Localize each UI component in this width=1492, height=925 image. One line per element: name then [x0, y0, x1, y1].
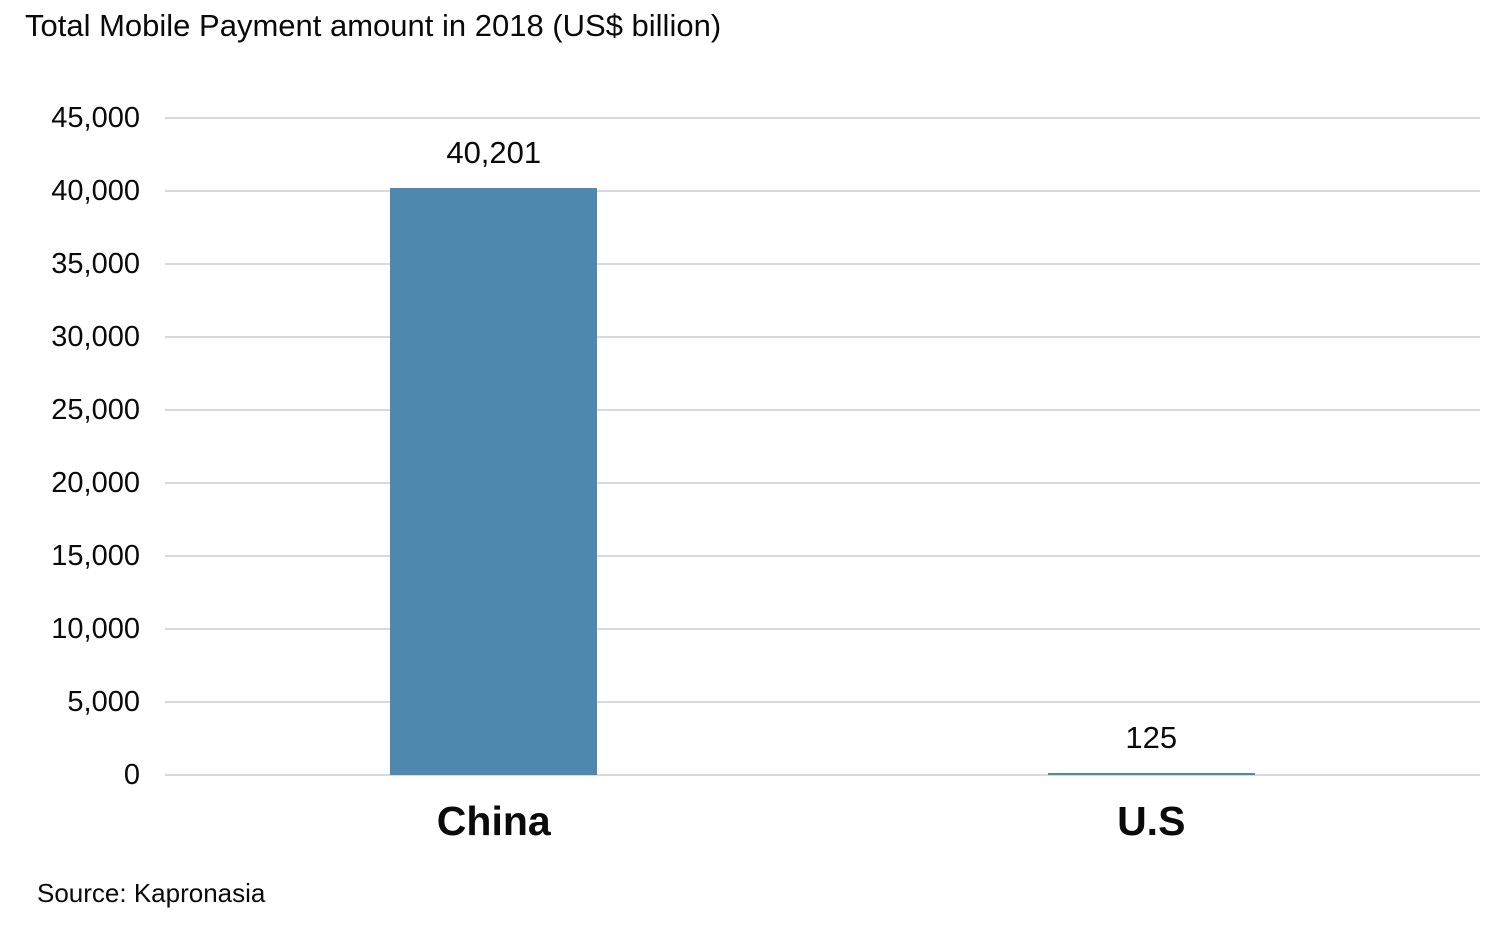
x-axis-category-label: China — [436, 798, 551, 844]
chart-title: Total Mobile Payment amount in 2018 (US$… — [25, 8, 722, 43]
y-axis-tick-label: 20,000 — [51, 467, 140, 499]
gridline — [165, 190, 1480, 192]
gridline — [165, 701, 1480, 703]
bar-value-label: 40,201 — [446, 135, 542, 170]
y-axis-tick-label: 35,000 — [51, 248, 140, 280]
bar-u-s — [1047, 773, 1255, 775]
x-axis-category-label: U.S — [1117, 798, 1186, 844]
y-axis-tick-label: 0 — [123, 759, 140, 791]
y-axis-tick-label: 30,000 — [51, 321, 140, 353]
y-axis-tick-label: 45,000 — [51, 102, 140, 134]
y-axis-tick-label: 5,000 — [67, 686, 140, 718]
bar-china — [390, 188, 598, 775]
gridline — [165, 482, 1480, 484]
y-axis-tick-label: 40,000 — [51, 175, 140, 207]
y-axis-tick-label: 25,000 — [51, 394, 140, 426]
gridline — [165, 117, 1480, 119]
source-note: Source: Kapronasia — [37, 878, 266, 908]
y-axis-tick-label: 15,000 — [51, 540, 140, 572]
bar-value-label: 125 — [1125, 720, 1178, 755]
gridline — [165, 409, 1480, 411]
gridline — [165, 263, 1480, 265]
y-axis-tick-label: 10,000 — [51, 613, 140, 645]
gridline — [165, 336, 1480, 338]
gridline — [165, 555, 1480, 557]
gridline — [165, 774, 1480, 776]
gridline — [165, 628, 1480, 630]
